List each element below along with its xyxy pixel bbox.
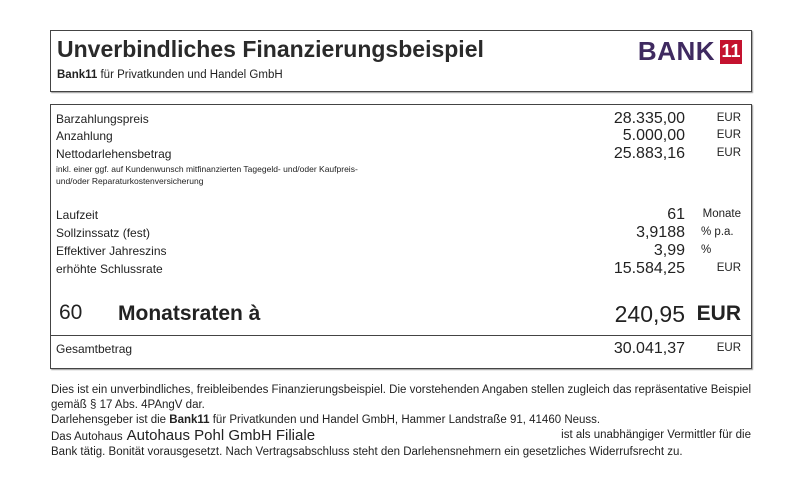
label: Nettodarlehensbetrag	[56, 147, 172, 161]
value: 3,9188	[636, 224, 685, 241]
label: Laufzeit	[56, 208, 99, 222]
value: 61	[667, 206, 685, 223]
lender-post: für Privatkunden und Handel GmbH, Hammer…	[209, 414, 601, 426]
conditions: Bank tätig. Bonität vorausgesetzt. Nach …	[51, 446, 683, 458]
row-gesamtbetrag: Gesamtbetrag 30.041,37 EUR	[56, 340, 741, 358]
subtitle-rest: für Privatkunden und Handel GmbH	[97, 69, 283, 81]
row-sollzinssatz: Sollzinssatz (fest) 3,9188 % p.a.	[56, 224, 741, 242]
logo-text: BANK	[637, 36, 715, 66]
row-barzahlungspreis: Barzahlungspreis 28.335,00 EUR	[56, 110, 741, 128]
bank11-logo: BANK 11	[638, 36, 742, 67]
rate-label: Monatsraten à	[118, 302, 261, 325]
finance-table: Barzahlungspreis 28.335,00 EUR Anzahlung 5.…	[50, 104, 752, 369]
label: Gesamtbetrag	[56, 342, 133, 356]
rate-unit: EUR	[696, 302, 741, 325]
row-effektiver-jahreszins: Effektiver Jahreszins 3,99%	[56, 242, 741, 260]
dealer-info: Das Autohaus Autohaus Pohl GmbH Filiale is…	[51, 428, 751, 445]
label: Barzahlungspreis	[56, 112, 149, 126]
insurance-note-line1: inkl. einer ggf. auf Kundenwunsch mitfin…	[56, 164, 358, 174]
lender-bank: Bank11	[169, 414, 210, 426]
unit: EUR	[716, 147, 741, 159]
row-anzahlung: Anzahlung 5.000,00 EUR	[56, 127, 741, 145]
insurance-note-line2: und/oder Reparaturkostenversicherung	[56, 176, 204, 186]
unit: Monate	[702, 208, 741, 220]
rate-value: 240,95	[614, 301, 685, 327]
value: 3,99	[653, 242, 685, 259]
unit: %	[701, 244, 712, 256]
divider	[51, 335, 751, 336]
value: 15.584,25	[613, 260, 685, 277]
lender-info: Darlehensgeber ist die Bank11 für Privat…	[51, 413, 751, 428]
value: 5.000,00	[622, 127, 685, 144]
dealer-post: ist als unabhängiger Vermittler für die	[561, 429, 751, 441]
unit: EUR	[716, 262, 741, 274]
legal-footer: Dies ist ein unverbindliches, freibleibe…	[51, 383, 751, 460]
unit: EUR	[716, 129, 741, 141]
header-box: Unverbindliches Finanzierungsbeispiel Ba…	[50, 30, 752, 92]
label: Effektiver Jahreszins	[56, 244, 167, 258]
value: 30.041,37	[613, 340, 685, 357]
label: Sollzinssatz (fest)	[56, 226, 151, 240]
value: 25.883,16	[613, 145, 685, 162]
row-nettodarlehensbetrag: Nettodarlehensbetrag 25.883,16 EUR	[56, 145, 741, 163]
value: 28.335,00	[613, 110, 685, 127]
row-laufzeit: Laufzeit 61 Monate	[56, 206, 741, 224]
dealer-pre: Das Autohaus	[51, 431, 123, 443]
row-schlussrate: erhöhte Schlussrate 15.584,25 EUR	[56, 260, 741, 278]
lender-pre: Darlehensgeber ist die	[51, 414, 170, 426]
subtitle-bank: Bank11	[57, 69, 98, 81]
logo-number: 11	[720, 39, 742, 64]
disclaimer: Dies ist ein unverbindliches, freibleibe…	[51, 384, 752, 411]
unit: % p.a.	[701, 226, 734, 238]
unit: EUR	[716, 112, 741, 124]
page-title: Unverbindliches Finanzierungsbeispiel	[57, 36, 484, 62]
label: Anzahlung	[56, 129, 113, 143]
subtitle: Bank11 für Privatkunden und Handel GmbH	[57, 69, 283, 81]
unit: EUR	[716, 342, 741, 354]
rate-count: 60	[59, 301, 83, 324]
label: erhöhte Schlussrate	[56, 262, 163, 276]
monthly-rate-row: 60 Monatsraten à 240,95 EUR	[56, 301, 741, 331]
dealer-name: Autohaus Pohl GmbH Filiale	[126, 427, 316, 444]
